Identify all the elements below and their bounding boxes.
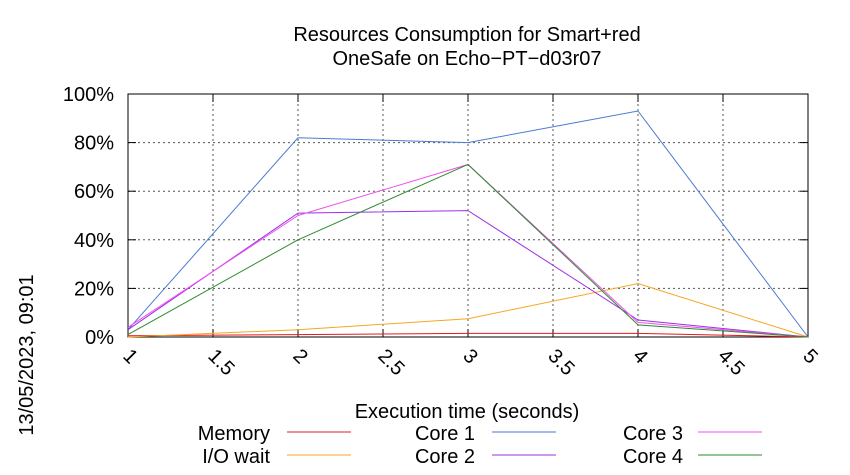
y-tick-label: 0% <box>85 327 114 349</box>
legend-label-i-o-wait: I/O wait <box>202 446 270 468</box>
x-tick-label: 3.5 <box>543 345 578 380</box>
timestamp-label: 13/05/2023, 09:01 <box>16 274 38 435</box>
y-tick-label: 100% <box>63 84 114 106</box>
y-tick-label: 60% <box>74 181 114 203</box>
series-line-memory <box>127 332 809 338</box>
series-line-core-2 <box>127 210 809 338</box>
x-tick-label: 2 <box>288 345 311 368</box>
x-tick-label: 1 <box>118 345 141 368</box>
series-line-i-o-wait <box>127 283 809 338</box>
chart-title-line: Resources Consumption for Smart+red <box>293 24 640 46</box>
legend-label-memory: Memory <box>198 423 270 445</box>
x-tick-label: 3 <box>458 345 481 368</box>
grid <box>128 94 808 337</box>
x-tick-label: 1.5 <box>203 345 238 380</box>
series-line-core-1 <box>127 110 809 338</box>
chart-title: Resources Consumption for Smart+redOneSa… <box>293 24 640 70</box>
x-tick-label: 4.5 <box>713 345 748 380</box>
series-line-core-4 <box>127 163 809 338</box>
series-lines <box>127 110 809 338</box>
chart-title-line: OneSafe on Echo−PT−d03r07 <box>332 48 601 70</box>
legend-label-core-3: Core 3 <box>623 423 683 445</box>
legend-label-core-4: Core 4 <box>623 446 683 468</box>
y-axis: 0% 20% 40% 60% 80% 100% <box>63 84 808 349</box>
x-axis-label: Execution time (seconds) <box>355 401 580 423</box>
legend-label-core-1: Core 1 <box>415 423 475 445</box>
y-tick-label: 80% <box>74 133 114 155</box>
y-tick-label: 40% <box>74 230 114 252</box>
y-tick-label: 20% <box>74 278 114 300</box>
x-tick-label: 5 <box>798 345 821 368</box>
legend-label-core-2: Core 2 <box>415 446 475 468</box>
x-tick-label: 4 <box>628 345 651 368</box>
x-tick-label: 2.5 <box>373 345 408 380</box>
